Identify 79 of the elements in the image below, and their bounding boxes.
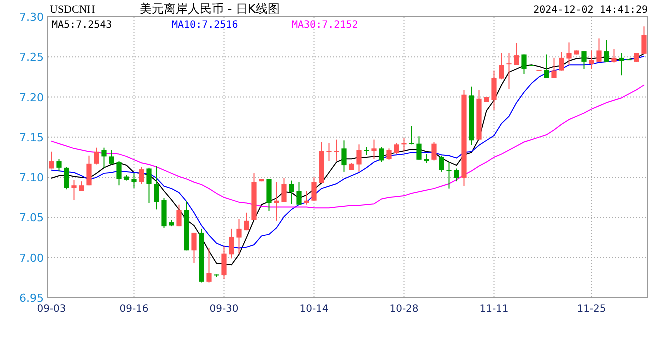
candlestick bbox=[432, 142, 437, 162]
candlestick bbox=[72, 179, 77, 201]
y-tick-label: 7.00 bbox=[20, 252, 44, 265]
candlestick bbox=[154, 166, 160, 210]
y-tick-label: 7.25 bbox=[20, 51, 44, 64]
candlestick bbox=[544, 54, 550, 79]
candlestick bbox=[394, 142, 400, 155]
candlestick bbox=[522, 54, 527, 75]
candlestick bbox=[192, 232, 197, 264]
candlestick bbox=[296, 182, 302, 206]
candlestick bbox=[206, 248, 212, 284]
candlestick bbox=[454, 168, 460, 182]
candlestick bbox=[446, 162, 452, 190]
candlestick bbox=[604, 40, 610, 62]
candlestick bbox=[326, 142, 332, 162]
text: MA30:7.2152 bbox=[292, 20, 358, 31]
candlestick bbox=[642, 26, 647, 54]
candlestick bbox=[612, 48, 617, 64]
candlestick bbox=[94, 147, 100, 166]
candlestick bbox=[334, 139, 340, 162]
candlestick bbox=[416, 136, 422, 160]
y-tick-label: 7.20 bbox=[20, 91, 44, 104]
candlestick bbox=[409, 126, 414, 146]
candlestick bbox=[244, 212, 250, 232]
candlestick bbox=[582, 51, 587, 70]
candlestick bbox=[139, 166, 144, 184]
candlestick bbox=[514, 42, 520, 66]
candlestick bbox=[372, 139, 377, 160]
candlestick bbox=[282, 178, 287, 203]
candlestick bbox=[596, 38, 602, 62]
text: MA5:7.2543 bbox=[52, 20, 112, 31]
candlestick bbox=[86, 155, 92, 186]
x-tick-label: 09-16 bbox=[120, 304, 149, 315]
candlestick bbox=[229, 228, 234, 260]
candlestick bbox=[56, 158, 62, 172]
y-tick-label: 7.10 bbox=[20, 172, 44, 185]
candlestick bbox=[64, 166, 70, 190]
candlestick bbox=[559, 52, 564, 72]
candlestick bbox=[499, 52, 504, 80]
candlestick bbox=[492, 70, 497, 111]
y-tick-label: 7.30 bbox=[20, 11, 44, 24]
candlestick bbox=[619, 52, 624, 76]
candlestick bbox=[304, 190, 310, 206]
text: MA10:7.2516 bbox=[172, 20, 238, 31]
x-tick-label: 10-14 bbox=[300, 304, 329, 315]
chart-title: 美元离岸人民币 - 日K线图 bbox=[140, 2, 280, 16]
candlestick bbox=[342, 140, 347, 172]
chart-subtitle: USDCNH bbox=[50, 4, 96, 16]
candlestick bbox=[506, 52, 512, 90]
x-tick-label: 09-03 bbox=[37, 304, 66, 315]
candlestick bbox=[222, 246, 227, 280]
candlestick bbox=[176, 204, 182, 228]
candlestick bbox=[132, 173, 137, 189]
candlestick bbox=[566, 42, 572, 66]
candlestick bbox=[102, 147, 107, 168]
candlestick bbox=[379, 146, 384, 163]
candlestick bbox=[402, 138, 407, 152]
candlestick bbox=[109, 150, 114, 166]
candlestick bbox=[236, 218, 242, 254]
x-tick-label: 11-11 bbox=[480, 304, 509, 315]
text: 2024-12-02 14:41:29 bbox=[534, 5, 648, 16]
candlestick bbox=[116, 161, 122, 186]
line-series bbox=[51, 84, 645, 209]
candlestick bbox=[439, 155, 444, 172]
candlestick bbox=[552, 57, 557, 79]
y-tick-label: 7.15 bbox=[20, 131, 44, 144]
candlestick bbox=[589, 50, 594, 70]
candlestick bbox=[274, 182, 280, 222]
candlestick bbox=[386, 148, 392, 160]
y-tick-label: 6.95 bbox=[20, 292, 44, 305]
x-tick-label: 09-30 bbox=[210, 304, 239, 315]
candlestick bbox=[146, 167, 152, 204]
candlestick bbox=[49, 151, 54, 170]
candlestick bbox=[356, 144, 362, 172]
y-tick-label: 7.05 bbox=[20, 212, 44, 225]
candlestick bbox=[289, 180, 294, 205]
x-tick-label: 11-25 bbox=[577, 304, 606, 315]
x-tick-label: 10-28 bbox=[390, 304, 419, 315]
candlestick bbox=[312, 177, 317, 202]
